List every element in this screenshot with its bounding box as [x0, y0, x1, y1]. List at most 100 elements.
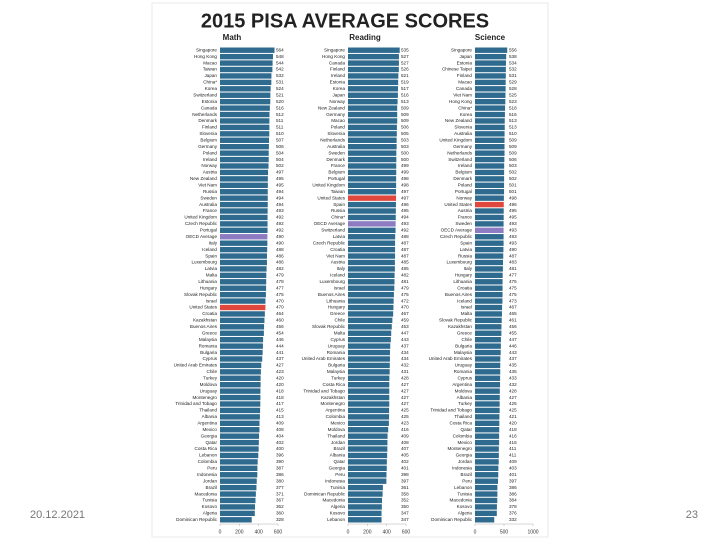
value-label: 477: [276, 285, 284, 290]
category-label: Lebanon: [327, 517, 345, 522]
value-label: 371: [276, 491, 284, 496]
bar: [348, 266, 395, 272]
value-label: 511: [276, 118, 284, 123]
bar: [348, 66, 399, 73]
bar: [220, 504, 255, 510]
bar: [220, 253, 267, 259]
category-label: Taiwan: [331, 189, 346, 194]
bar: [220, 47, 275, 53]
bar: [220, 304, 266, 311]
value-label: 435: [509, 369, 517, 374]
bar: [348, 279, 395, 285]
category-label: Iceland: [330, 273, 345, 278]
category-label: Switzerland: [193, 92, 217, 97]
category-label: Denmark: [326, 157, 345, 162]
bar: [348, 330, 392, 336]
value-label: 459: [401, 318, 409, 323]
value-label: 494: [276, 189, 284, 194]
bar: [348, 259, 395, 266]
value-label: 482: [401, 273, 409, 278]
value-label: 501: [509, 189, 517, 194]
value-label: 485: [401, 266, 409, 271]
category-label: Hungary: [455, 273, 473, 278]
category-label: Korea: [205, 86, 218, 91]
category-label: Cyprus: [202, 356, 217, 361]
category-label: Bulgaria: [455, 343, 472, 348]
category-label: Macedonia: [195, 491, 218, 496]
category-label: United Kingdom: [184, 215, 217, 220]
bar: [220, 176, 268, 182]
category-label: Georgia: [456, 453, 473, 458]
value-label: 527: [401, 60, 409, 65]
bar: [220, 137, 270, 143]
value-label: 494: [401, 215, 409, 220]
value-label: 498: [401, 183, 409, 188]
value-label: 504: [276, 150, 284, 155]
value-label: 397: [509, 478, 517, 483]
bar: [220, 388, 261, 394]
bar: [220, 163, 269, 169]
category-label: Russia: [331, 208, 345, 213]
x-tick-label: 500: [500, 529, 509, 535]
category-label: Israel: [206, 298, 217, 303]
value-label: 532: [276, 73, 284, 78]
bar: [220, 517, 252, 523]
category-label: Singapore: [196, 47, 217, 52]
bar: [348, 111, 398, 118]
category-label: Cyprus: [457, 375, 472, 380]
bar: [348, 304, 394, 311]
bar: [220, 465, 258, 472]
value-label: 502: [276, 163, 284, 168]
value-label: 487: [401, 253, 409, 258]
category-label: Mexico: [457, 440, 472, 445]
value-label: 478: [276, 279, 284, 284]
value-label: 495: [509, 215, 517, 220]
category-label: Peru: [335, 472, 345, 477]
value-label: 425: [509, 401, 517, 406]
value-label: 433: [509, 375, 517, 380]
category-label: Israel: [334, 285, 345, 290]
category-label: Moldova: [200, 382, 218, 387]
bar: [348, 189, 397, 195]
category-label: Algeria: [331, 504, 346, 509]
value-label: 542: [276, 67, 284, 72]
category-label: New Zealand: [445, 118, 473, 123]
bar: [220, 330, 264, 336]
value-label: 473: [509, 298, 517, 303]
value-label: 504: [276, 157, 284, 162]
category-label: OECD Average: [186, 234, 218, 239]
value-label: 506: [509, 157, 517, 162]
bar: [475, 79, 506, 86]
value-label: 425: [401, 408, 409, 413]
value-label: 493: [401, 221, 409, 226]
value-label: 502: [509, 176, 517, 181]
bar: [348, 150, 397, 156]
value-label: 481: [509, 266, 517, 271]
category-label: Estonia: [330, 80, 346, 85]
bar: [220, 414, 260, 420]
category-label: Poland: [203, 150, 218, 155]
value-label: 386: [509, 485, 517, 490]
value-label: 486: [276, 253, 284, 258]
category-label: Indonesia: [197, 472, 217, 477]
value-label: 432: [509, 382, 517, 387]
bar: [475, 279, 503, 285]
value-label: 475: [509, 279, 517, 284]
bar: [348, 446, 388, 452]
value-label: 517: [401, 86, 409, 91]
category-label: Argentina: [452, 382, 472, 387]
value-label: 416: [509, 433, 517, 438]
value-label: 441: [276, 350, 284, 355]
bar: [475, 311, 502, 317]
bar: [348, 208, 396, 214]
category-label: Argentina: [197, 421, 217, 426]
x-tick-label: 200: [235, 529, 244, 535]
value-label: 521: [276, 92, 284, 97]
bar: [220, 459, 258, 465]
x-tick-label: 600: [274, 529, 283, 535]
category-label: Kazakhstan: [321, 395, 345, 400]
category-label: Qatar: [334, 459, 346, 464]
category-label: Chinese Taipei: [442, 67, 472, 72]
category-label: Hong Kong: [322, 54, 345, 59]
bar: [475, 504, 497, 510]
